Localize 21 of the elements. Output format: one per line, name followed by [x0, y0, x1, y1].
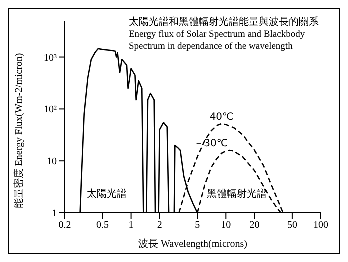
x-tick-label: 5	[195, 220, 200, 232]
x-tick-label: 0.2	[58, 220, 72, 232]
chart-title: 太陽光譜和黑體輻射光譜能量與波長的關系	[129, 17, 320, 29]
x-tick-label: 10	[221, 220, 232, 232]
annotation: 太陽光譜	[87, 188, 127, 201]
annotation: 黑體輻射光譜	[207, 188, 267, 201]
y-axis-title: 能量密度 Energy Flux(Wm-2/micron)	[13, 53, 25, 209]
x-tick-label: 2	[157, 220, 162, 232]
x-axis-title: 波長 Wavelength(microns)	[138, 238, 248, 250]
y-tick-label: 10³	[44, 52, 57, 64]
x-tick-label: 100	[314, 220, 328, 232]
x-tick-label: 50	[287, 220, 298, 232]
x-tick-label: 1	[128, 220, 134, 232]
text: Energy flux of Solar Spectrum and Blackbody Spectrum in dependance of the wavelength	[129, 29, 306, 53]
series-label: 40℃	[210, 112, 234, 123]
x-tick-label: 20	[250, 220, 260, 232]
y-tick-label: 1	[52, 208, 57, 220]
x-tick-label: 0.5	[96, 220, 109, 232]
series-label: －30℃	[194, 138, 228, 150]
y-tick-label: 10²	[44, 104, 57, 116]
y-tick-label: 10	[47, 156, 57, 168]
